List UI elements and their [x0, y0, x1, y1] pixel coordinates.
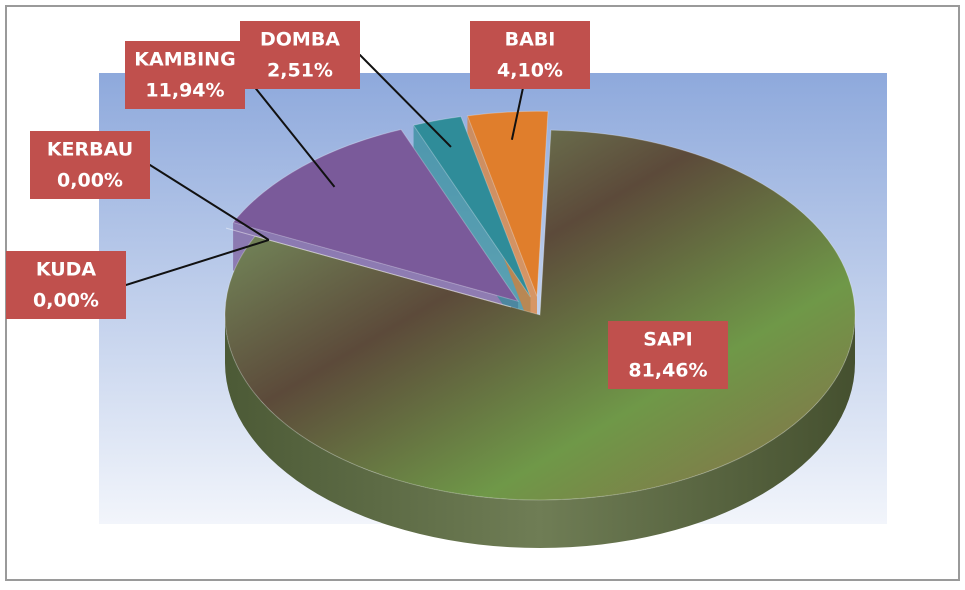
value-label: 4,10% — [497, 60, 563, 82]
chart: SAPI 81,46% KUDA 0,00% KERBAU 0,00% KAMBING 11,… — [0, 0, 965, 586]
value-label: 81,46% — [628, 360, 707, 382]
category-label: KUDA — [36, 259, 97, 281]
category-label: KAMBING — [134, 49, 235, 71]
value-label: 0,00% — [57, 170, 123, 192]
category-label: SAPI — [643, 329, 692, 351]
value-label: 2,51% — [267, 60, 333, 82]
category-label: KERBAU — [47, 139, 133, 161]
category-label: DOMBA — [260, 29, 340, 51]
category-label: BABI — [505, 29, 556, 51]
value-label: 0,00% — [33, 290, 99, 312]
value-label: 11,94% — [145, 80, 224, 102]
